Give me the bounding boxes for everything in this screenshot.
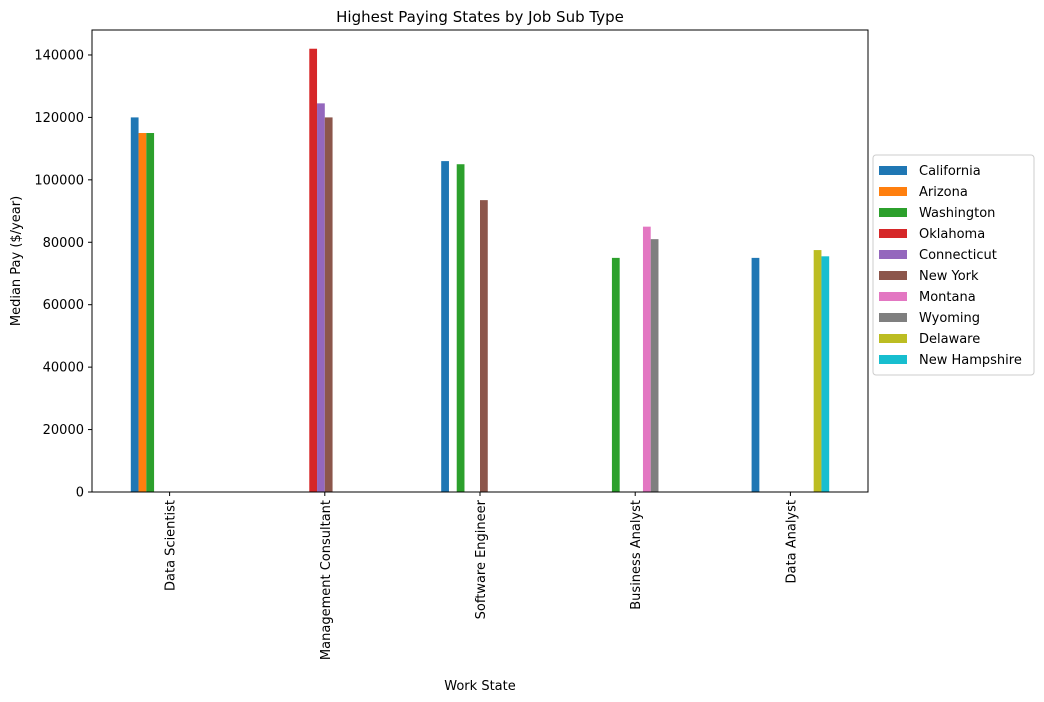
y-tick-label: 40000 [43, 361, 84, 376]
legend: California Arizona Washington Oklahoma Conne… [872, 154, 1035, 376]
legend-swatch [879, 313, 907, 322]
legend-frame [872, 154, 1035, 376]
bar-arizona-0 [138, 133, 147, 492]
legend-swatch [879, 166, 907, 175]
y-tick-label: 120000 [34, 111, 84, 126]
legend-label: Washington [919, 206, 995, 221]
legend-label: California [919, 164, 981, 179]
x-tick-label: Software Engineer [474, 499, 489, 619]
legend-swatch [879, 187, 907, 196]
y-axis: 0 20000 40000 60000 80000 100000 120000 140000 [34, 48, 92, 501]
legend-swatch [879, 334, 907, 343]
x-tick-label: Management Consultant [319, 500, 334, 660]
chart-title: Highest Paying States by Job Sub Type [336, 8, 624, 26]
bar-new-york-2 [480, 200, 488, 493]
bar-washington-2 [456, 164, 465, 492]
legend-swatch [879, 208, 907, 217]
bar-california-2 [441, 161, 449, 493]
y-tick-label: 0 [76, 486, 84, 501]
y-axis-label: Median Pay ($/year) [9, 196, 24, 326]
legend-label: Oklahoma [919, 227, 985, 242]
legend-swatch [879, 250, 907, 259]
bar-washington-0 [146, 133, 155, 492]
x-tick-label: Data Analyst [784, 500, 799, 583]
legend-swatch [879, 292, 907, 301]
legend-label: New Hampshire [919, 353, 1022, 368]
y-tick-label: 100000 [34, 173, 84, 188]
bar-california-0 [130, 117, 139, 493]
legend-swatch [879, 355, 907, 364]
legend-label: Arizona [919, 185, 968, 200]
legend-swatch [879, 271, 907, 280]
y-tick-label: 80000 [43, 236, 84, 251]
y-tick-label: 140000 [34, 48, 84, 63]
legend-label: Wyoming [919, 311, 980, 326]
bar-connecticut-1 [317, 103, 325, 493]
x-axis: Data Scientist Management Consultant Softw… [164, 492, 799, 660]
legend-label: Delaware [919, 332, 980, 347]
x-tick-label: Business Analyst [629, 500, 644, 610]
bar-montana-3 [642, 226, 651, 492]
bar-wyoming-3 [650, 239, 659, 492]
bars-group [130, 48, 830, 493]
x-tick-label: Data Scientist [164, 500, 179, 591]
legend-label: Montana [919, 290, 976, 305]
legend-label: Connecticut [919, 248, 997, 263]
x-axis-label: Work State [444, 679, 515, 694]
y-tick-label: 60000 [43, 298, 84, 313]
legend-swatch [879, 229, 907, 238]
bar-washington-3 [611, 257, 620, 492]
bar-new-york-1 [324, 117, 333, 493]
bar-delaware-4 [813, 250, 822, 492]
legend-label: New York [919, 269, 979, 284]
y-tick-label: 20000 [43, 423, 84, 438]
bar-california-4 [751, 257, 760, 492]
bar-new-hampshire-4 [821, 256, 830, 492]
bar-oklahoma-1 [309, 48, 318, 492]
